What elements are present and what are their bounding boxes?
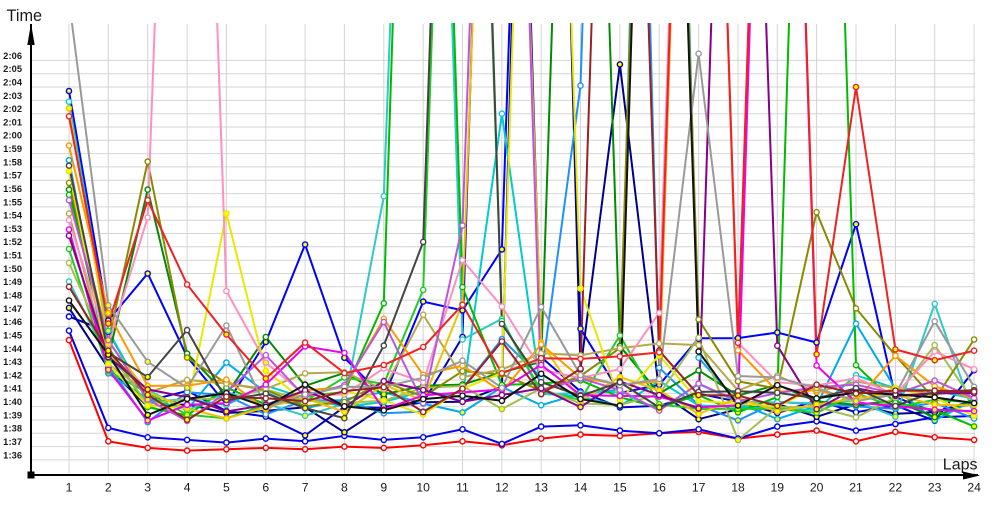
svg-text:2:02: 2:02 xyxy=(3,104,22,114)
svg-text:8: 8 xyxy=(341,481,348,495)
svg-text:1:46: 1:46 xyxy=(3,317,22,327)
svg-text:1:37: 1:37 xyxy=(3,437,22,447)
svg-text:1:50: 1:50 xyxy=(3,264,22,274)
svg-text:16: 16 xyxy=(652,481,666,495)
svg-text:1:57: 1:57 xyxy=(3,171,22,181)
svg-text:1:42: 1:42 xyxy=(3,370,22,380)
svg-text:1:39: 1:39 xyxy=(3,410,22,420)
svg-text:19: 19 xyxy=(771,481,785,495)
svg-text:15: 15 xyxy=(613,481,627,495)
svg-text:1: 1 xyxy=(66,481,73,495)
svg-text:1:40: 1:40 xyxy=(3,397,22,407)
svg-text:1:53: 1:53 xyxy=(3,224,22,234)
svg-text:2:05: 2:05 xyxy=(3,64,22,74)
svg-text:1:48: 1:48 xyxy=(3,291,22,301)
svg-text:Time: Time xyxy=(7,7,43,25)
svg-text:14: 14 xyxy=(574,481,588,495)
svg-text:21: 21 xyxy=(849,481,863,495)
svg-text:12: 12 xyxy=(495,481,509,495)
svg-text:18: 18 xyxy=(731,481,745,495)
svg-text:1:49: 1:49 xyxy=(3,277,22,287)
svg-text:9: 9 xyxy=(380,481,387,495)
svg-text:1:36: 1:36 xyxy=(3,450,22,460)
svg-text:4: 4 xyxy=(184,481,191,495)
svg-text:11: 11 xyxy=(456,481,469,495)
svg-text:1:41: 1:41 xyxy=(3,384,22,394)
svg-text:1:45: 1:45 xyxy=(3,331,22,341)
svg-text:7: 7 xyxy=(302,481,309,495)
svg-text:1:55: 1:55 xyxy=(3,197,22,207)
svg-text:10: 10 xyxy=(416,481,430,495)
svg-text:2:01: 2:01 xyxy=(3,117,22,127)
svg-text:22: 22 xyxy=(889,481,903,495)
svg-text:17: 17 xyxy=(692,481,706,495)
svg-text:1:44: 1:44 xyxy=(3,344,23,354)
svg-text:1:58: 1:58 xyxy=(3,157,22,167)
svg-text:13: 13 xyxy=(534,481,548,495)
svg-text:1:59: 1:59 xyxy=(3,144,22,154)
svg-text:1:54: 1:54 xyxy=(3,211,23,221)
svg-text:1:38: 1:38 xyxy=(3,424,22,434)
svg-text:1:52: 1:52 xyxy=(3,237,22,247)
svg-text:2:03: 2:03 xyxy=(3,91,22,101)
svg-text:2:04: 2:04 xyxy=(3,77,23,87)
svg-text:3: 3 xyxy=(144,481,151,495)
svg-text:1:56: 1:56 xyxy=(3,184,22,194)
svg-text:23: 23 xyxy=(928,481,942,495)
svg-text:6: 6 xyxy=(262,481,269,495)
svg-text:20: 20 xyxy=(810,481,824,495)
svg-text:2: 2 xyxy=(105,481,112,495)
svg-text:5: 5 xyxy=(223,481,230,495)
svg-text:1:51: 1:51 xyxy=(3,251,22,261)
svg-text:Laps: Laps xyxy=(943,457,978,474)
svg-text:2:06: 2:06 xyxy=(3,51,22,61)
svg-text:24: 24 xyxy=(967,481,981,495)
svg-text:1:47: 1:47 xyxy=(3,304,22,314)
svg-text:2:00: 2:00 xyxy=(3,131,22,141)
svg-text:1:43: 1:43 xyxy=(3,357,22,367)
